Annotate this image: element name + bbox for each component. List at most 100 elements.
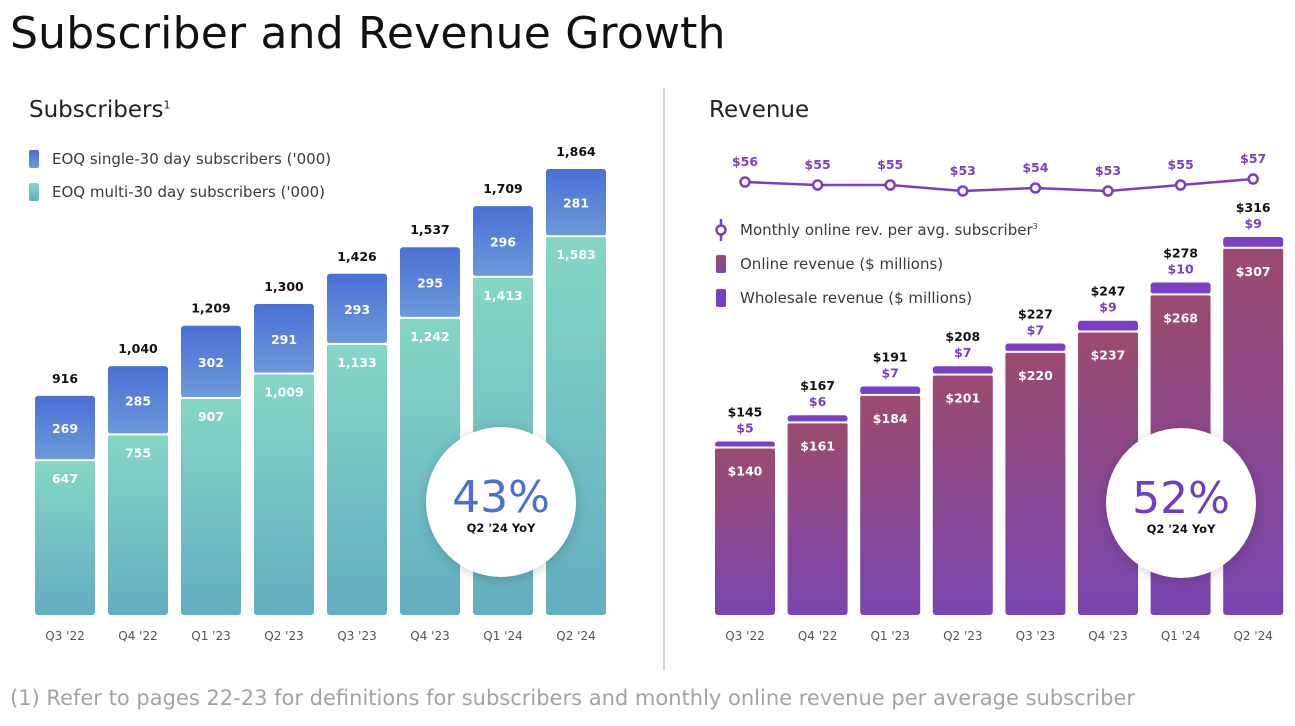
bar-multi-4 (327, 343, 387, 615)
label-total-3: $208 (945, 329, 980, 344)
bar-multi-3 (254, 373, 314, 615)
arpu-point-1 (811, 179, 824, 191)
arpu-point-7 (1247, 173, 1259, 185)
bar-online-0 (715, 447, 775, 615)
arpu-line: $56 $55 $55 $53 $54 $53 $55 $57 (732, 151, 1266, 197)
label-single-0: 269 (52, 421, 78, 436)
bar-single-0 (35, 395, 95, 460)
x-tick-2: Q1 '23 (870, 629, 909, 643)
legend-multi-swatch (29, 183, 39, 201)
bar-separator-6 (473, 275, 533, 278)
x-tick-1: Q4 '22 (118, 629, 157, 643)
label-multi-4: 1,133 (337, 355, 377, 370)
label-total-4: 1,426 (337, 249, 377, 264)
label-total-1: 1,040 (118, 341, 158, 356)
x-tick-4: Q3 '23 (1016, 629, 1055, 643)
label-single-3: 291 (271, 332, 297, 347)
page-title: Subscriber and Revenue Growth (10, 8, 726, 59)
label-wholesale-7: $9 (1244, 216, 1261, 231)
label-multi-7: 1,583 (556, 247, 596, 262)
subscribers-badge (426, 427, 576, 577)
label-wholesale-2: $7 (881, 366, 898, 381)
bar-separator-4 (1005, 350, 1066, 353)
legend-arpu-label: Monthly online rev. per avg. subscriber3 (740, 221, 1038, 239)
arpu-label-6: $55 (1168, 157, 1194, 172)
bar-separator-2 (181, 396, 241, 399)
footnote: (1) Refer to pages 22-23 for definitions… (10, 686, 1136, 710)
bar-separator-3 (254, 372, 314, 375)
bar-separator-0 (715, 446, 775, 449)
label-online-3: $201 (945, 391, 980, 406)
label-online-5: $237 (1091, 348, 1126, 363)
legend-arpu-swatch (715, 219, 727, 241)
arpu-label-7: $57 (1240, 151, 1266, 166)
subscribers-badge-value: 43% (452, 472, 550, 523)
bar-wholesale-5 (1078, 320, 1138, 331)
x-tick-0: Q3 '22 (45, 629, 84, 643)
label-total-7: $316 (1236, 200, 1271, 215)
subscribers-chart: EOQ single-30 day subscribers ('000) EOQ… (29, 144, 606, 643)
x-tick-3: Q2 '23 (264, 629, 303, 643)
label-online-1: $161 (800, 438, 835, 453)
bar-single-5 (400, 247, 460, 318)
subscribers-title: Subscribers1 (29, 97, 170, 123)
label-wholesale-1: $6 (809, 394, 827, 409)
legend-arpu-sup: 3 (1033, 222, 1038, 231)
bar-multi-1 (108, 434, 168, 615)
label-multi-2: 907 (198, 409, 224, 424)
panel-divider (663, 88, 665, 670)
bar-separator-1 (108, 433, 168, 436)
label-multi-6: 1,413 (483, 288, 523, 303)
legend-wholesale-label: Wholesale revenue ($ millions) (740, 289, 972, 307)
arpu-point-2 (884, 179, 896, 191)
x-tick-5: Q4 '23 (1088, 629, 1127, 643)
bar-separator-0 (35, 459, 95, 462)
bar-single-3 (254, 303, 314, 374)
x-tick-5: Q4 '23 (410, 629, 449, 643)
arpu-point-4 (1029, 182, 1042, 194)
legend-wholesale-swatch (716, 289, 726, 307)
legend-online-label: Online revenue ($ millions) (740, 255, 943, 273)
arpu-label-2: $55 (877, 157, 903, 172)
bar-multi-7 (546, 236, 606, 615)
bar-separator-6 (1150, 293, 1211, 296)
label-multi-3: 1,009 (264, 385, 304, 400)
bar-single-7 (546, 169, 606, 236)
revenue-chart: Monthly online rev. per avg. subscriber3… (715, 151, 1284, 643)
legend-single-swatch (29, 150, 39, 168)
label-total-3: 1,300 (264, 279, 304, 294)
x-tick-6: Q1 '24 (1161, 629, 1200, 643)
bar-wholesale-1 (787, 415, 848, 422)
label-total-5: 1,537 (410, 222, 450, 237)
revenue-title: Revenue (709, 97, 810, 123)
label-online-7: $307 (1236, 264, 1271, 279)
label-multi-0: 647 (52, 471, 78, 486)
bar-separator-3 (932, 373, 993, 376)
label-wholesale-0: $5 (736, 421, 753, 436)
bar-single-2 (181, 325, 241, 398)
bar-online-1 (787, 422, 848, 615)
label-total-2: 1,209 (191, 301, 231, 316)
legend-multi-label: EOQ multi-30 day subscribers ('000) (52, 183, 325, 201)
label-online-2: $184 (873, 411, 908, 426)
bar-multi-2 (181, 397, 241, 615)
bar-online-3 (932, 374, 993, 615)
bar-single-1 (108, 366, 168, 434)
label-single-7: 281 (563, 196, 589, 211)
label-wholesale-3: $7 (954, 345, 971, 360)
label-single-5: 295 (417, 276, 443, 291)
subscribers-title-sup: 1 (163, 98, 171, 112)
arpu-label-5: $53 (1095, 163, 1121, 178)
arpu-point-6 (1174, 179, 1187, 191)
arpu-label-1: $55 (805, 157, 831, 172)
label-total-1: $167 (800, 378, 835, 393)
bar-single-6 (473, 206, 533, 277)
arpu-point-0 (739, 176, 751, 188)
x-tick-0: Q3 '22 (725, 629, 764, 643)
revenue-badge-label: Q2 '24 YoY (1147, 522, 1216, 536)
label-wholesale-5: $9 (1099, 300, 1116, 315)
legend-single-label: EOQ single-30 day subscribers ('000) (52, 150, 331, 168)
bar-online-2 (860, 394, 921, 615)
label-total-2: $191 (873, 350, 908, 365)
bar-separator-2 (860, 393, 921, 396)
